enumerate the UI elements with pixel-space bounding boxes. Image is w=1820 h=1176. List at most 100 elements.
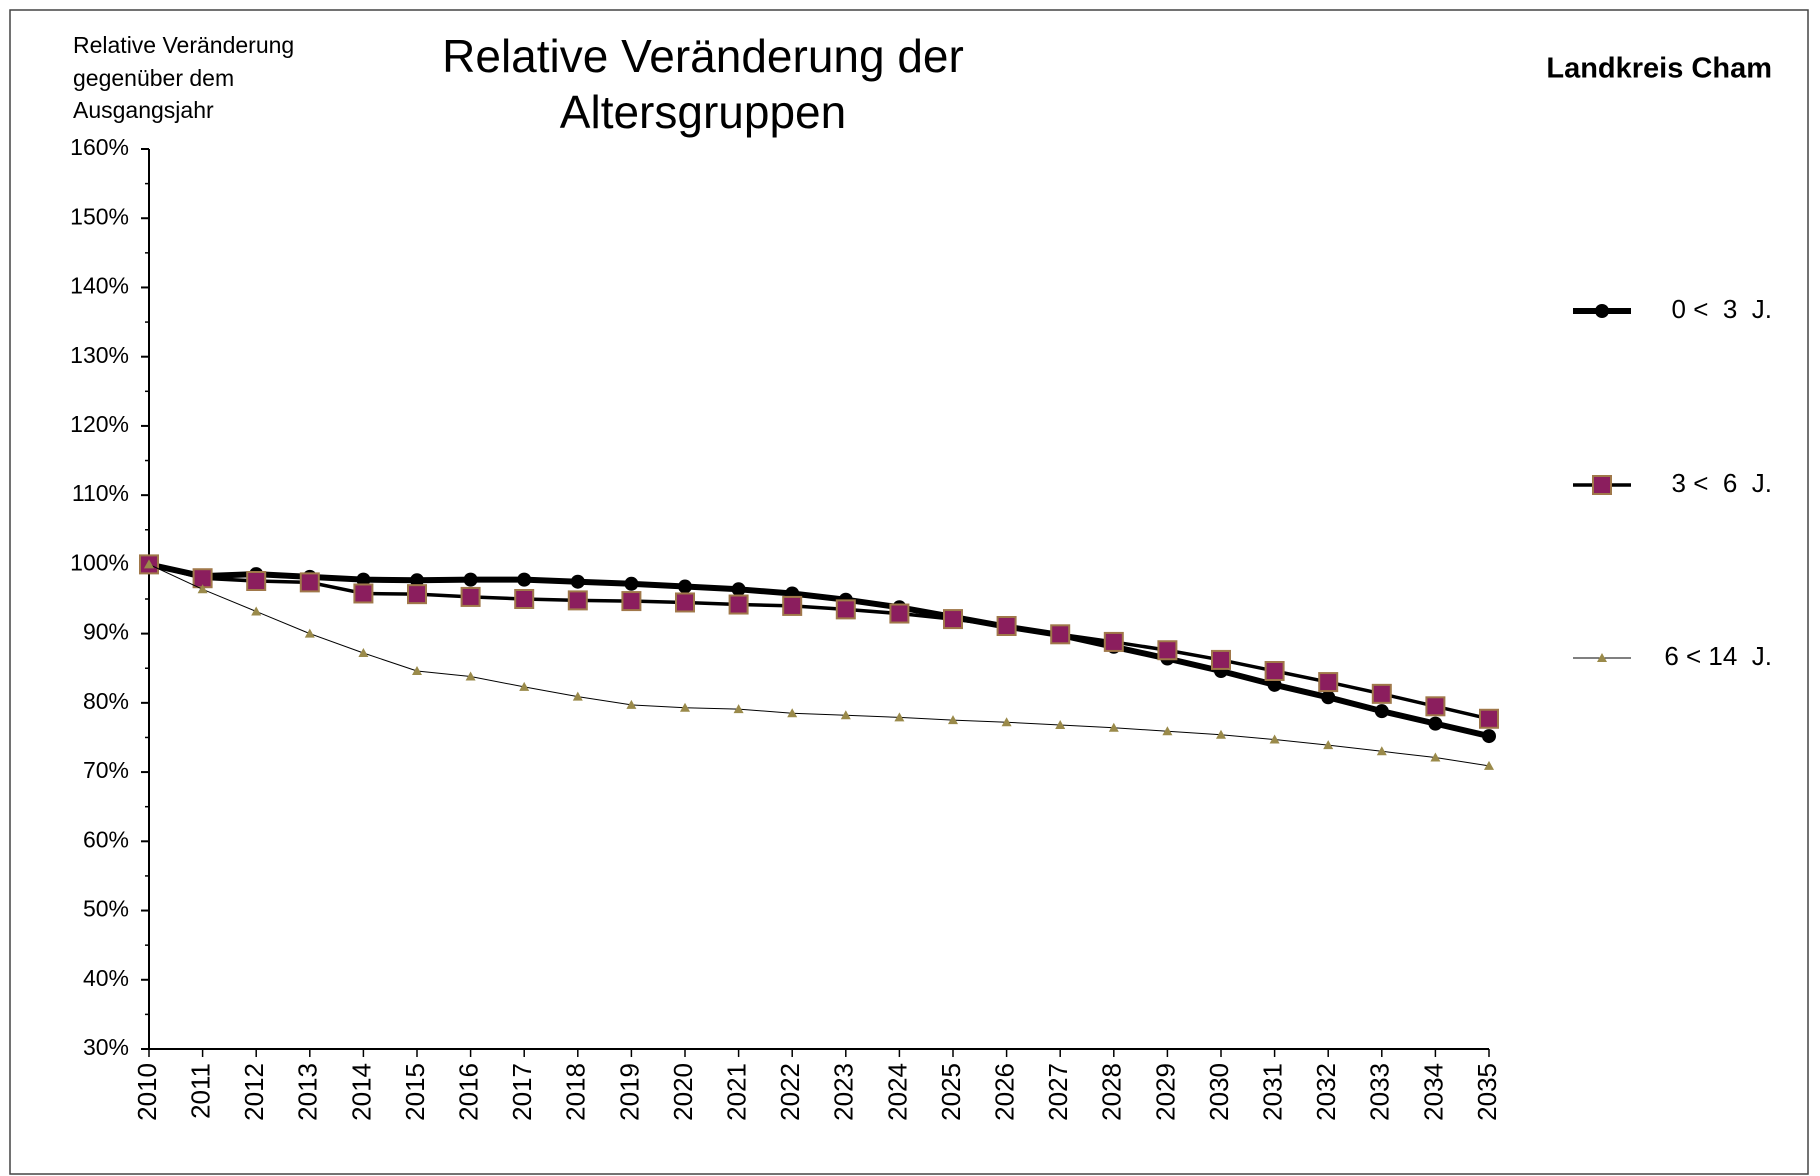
point	[1001, 717, 1012, 727]
series-line	[148, 562, 1490, 721]
x-tick-label: 2025	[936, 1063, 966, 1121]
point	[304, 628, 315, 638]
point	[1318, 672, 1339, 693]
legend-label: 6 < 14 J.	[1664, 641, 1772, 671]
point	[197, 584, 208, 594]
point	[517, 572, 532, 587]
x-tick-label: 2022	[775, 1063, 805, 1121]
y-tick-label: 100%	[70, 549, 129, 575]
y-tick-label: 140%	[70, 273, 129, 299]
point	[1321, 690, 1336, 705]
x-tick-label: 2019	[614, 1063, 644, 1121]
series-line	[148, 563, 1490, 767]
point	[299, 572, 320, 593]
chart-title: Relative Veränderung der	[442, 30, 964, 82]
y-tick-label: 30%	[83, 1034, 129, 1060]
point	[1425, 696, 1446, 717]
x-tick-label: 2014	[346, 1063, 376, 1121]
chart-border	[9, 9, 1809, 1175]
y-tick-label: 50%	[83, 896, 129, 922]
point	[407, 584, 427, 605]
point	[782, 595, 803, 616]
point	[1479, 708, 1499, 729]
x-tick-label: 2035	[1472, 1063, 1502, 1121]
y-tick-label: 120%	[70, 411, 129, 437]
x-tick-label: 2028	[1097, 1063, 1127, 1121]
x-tick-label: 2030	[1204, 1063, 1234, 1121]
point	[144, 559, 154, 569]
point	[567, 590, 588, 611]
point	[1216, 729, 1226, 739]
legend-label: 0 < 3 J.	[1672, 294, 1772, 324]
point	[1211, 649, 1231, 670]
point	[246, 571, 267, 591]
point	[514, 589, 535, 609]
point	[675, 592, 695, 613]
x-tick-label: 2033	[1365, 1063, 1395, 1121]
point	[678, 579, 692, 594]
point	[894, 712, 905, 722]
point	[728, 594, 749, 615]
point	[733, 704, 744, 714]
x-tick-label: 2027	[1043, 1063, 1073, 1121]
point	[410, 573, 424, 588]
legend-marker	[1595, 304, 1609, 318]
point	[519, 681, 530, 691]
point	[731, 582, 746, 597]
y-tick-label: 70%	[83, 757, 129, 783]
x-tick-label: 2020	[668, 1063, 698, 1121]
point	[1374, 704, 1389, 719]
point	[570, 574, 585, 589]
x-tick-label: 2016	[453, 1063, 483, 1121]
point	[1484, 760, 1494, 770]
point	[943, 609, 963, 630]
x-tick-label: 2011	[185, 1063, 215, 1119]
legend-marker	[1592, 475, 1612, 495]
y-tick-label: 150%	[70, 203, 129, 229]
point	[1157, 640, 1178, 661]
x-tick-label: 2021	[721, 1063, 751, 1121]
point	[1482, 729, 1496, 744]
x-tick-label: 2018	[561, 1063, 591, 1121]
point	[1267, 677, 1282, 692]
point	[572, 691, 583, 701]
point	[889, 603, 910, 624]
y-tick-label: 90%	[83, 619, 129, 645]
point	[1430, 752, 1441, 762]
point	[1269, 734, 1280, 744]
point	[1108, 722, 1119, 732]
y-axis-label: Relative Veränderung	[73, 32, 294, 58]
x-tick-label: 2026	[989, 1063, 1019, 1121]
point	[787, 708, 798, 718]
point	[353, 583, 374, 604]
point	[1055, 720, 1066, 729]
x-tick-label: 2015	[400, 1063, 430, 1121]
y-tick-label: 110%	[72, 480, 129, 506]
x-tick-label: 2031	[1257, 1063, 1287, 1121]
legend-label: 3 < 6 J.	[1672, 468, 1772, 498]
x-tick-label: 2017	[507, 1063, 537, 1121]
point	[1428, 716, 1443, 731]
y-tick-label: 130%	[70, 342, 129, 368]
x-tick-label: 2024	[882, 1063, 912, 1121]
point	[621, 591, 642, 612]
point	[356, 572, 371, 587]
chart-title: Altersgruppen	[560, 86, 846, 138]
point	[680, 702, 690, 712]
point	[1371, 683, 1392, 704]
point	[412, 666, 422, 675]
x-tick-label: 2029	[1150, 1063, 1180, 1121]
point	[996, 616, 1017, 636]
y-axis-label: gegenüber dem	[73, 65, 234, 91]
x-tick-label: 2012	[239, 1063, 269, 1121]
point	[835, 599, 856, 620]
point	[1323, 740, 1334, 750]
x-tick-label: 2034	[1418, 1063, 1448, 1121]
point	[1050, 624, 1071, 645]
x-tick-label: 2013	[293, 1063, 323, 1121]
point	[1162, 726, 1173, 736]
y-tick-label: 40%	[83, 965, 129, 991]
x-tick-label: 2010	[132, 1063, 162, 1121]
point	[251, 606, 262, 616]
y-tick-label: 80%	[83, 688, 129, 714]
